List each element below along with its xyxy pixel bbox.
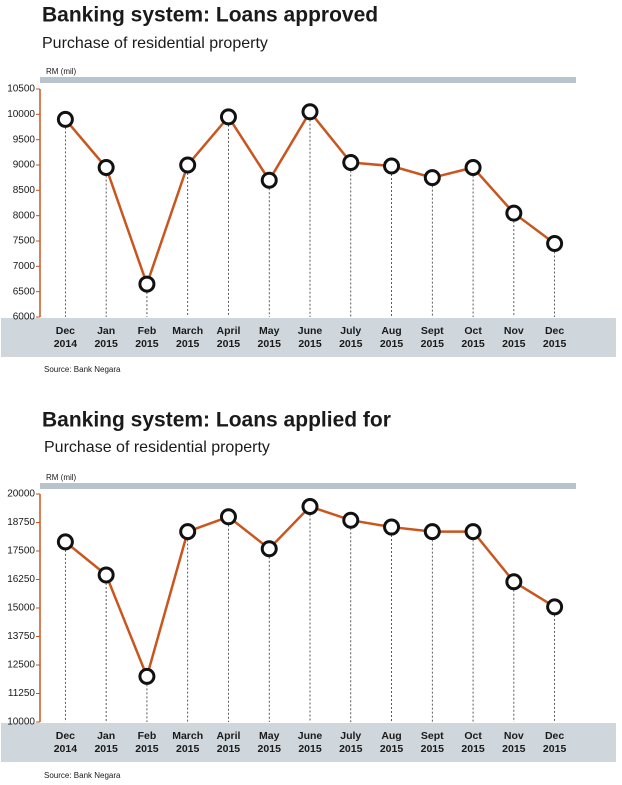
header-rule xyxy=(40,483,576,489)
x-tick-label: Jan 2015 xyxy=(94,325,118,350)
data-point xyxy=(260,171,278,189)
data-point xyxy=(97,566,115,584)
x-tick-label: Aug 2015 xyxy=(380,325,404,350)
data-point xyxy=(179,523,197,541)
x-tick-label: June 2015 xyxy=(298,730,323,755)
data-point xyxy=(342,511,360,529)
data-point xyxy=(342,153,360,171)
category-band xyxy=(1,723,616,762)
y-tick-label: 20000 xyxy=(7,489,35,500)
y-axis-label: RM (mil) xyxy=(46,473,77,482)
x-tick-label: Dec 2014 xyxy=(54,325,78,350)
x-tick-label: May 2015 xyxy=(258,730,282,755)
y-axis-label: RM (mil) xyxy=(46,67,77,76)
data-point xyxy=(546,598,564,616)
x-tick-label: Feb 2015 xyxy=(135,325,159,350)
x-tick-label: July 2015 xyxy=(339,325,363,350)
data-point xyxy=(423,169,441,187)
x-tick-label: Nov 2015 xyxy=(502,730,526,755)
data-point xyxy=(505,573,523,591)
y-tick-label: 10500 xyxy=(7,84,35,95)
source: Source: Bank Negara xyxy=(44,771,121,780)
data-point xyxy=(138,275,156,293)
data-point xyxy=(383,157,401,175)
data-point xyxy=(423,523,441,541)
x-tick-label: March 2015 xyxy=(172,730,203,755)
data-point xyxy=(301,103,319,121)
y-tick-label: 7000 xyxy=(13,261,36,272)
data-point xyxy=(97,159,115,177)
y-tick-label: 15000 xyxy=(7,603,35,614)
x-tick-label: Oct 2015 xyxy=(461,325,485,350)
x-tick-label: Feb 2015 xyxy=(135,730,159,755)
chart-title: Banking system: Loans applied for xyxy=(42,409,391,432)
header-rule xyxy=(40,77,576,83)
data-point xyxy=(219,508,237,526)
y-tick-label: 13750 xyxy=(7,631,35,642)
y-tick-label: 16250 xyxy=(7,574,35,585)
y-tick-label: 8500 xyxy=(13,185,36,196)
data-point xyxy=(301,498,319,516)
x-tick-label: Sept 2015 xyxy=(421,325,445,350)
chart-title: Banking system: Loans approved xyxy=(42,4,378,27)
x-tick-label: April 2015 xyxy=(217,325,241,350)
data-point xyxy=(464,523,482,541)
data-point xyxy=(179,156,197,174)
y-tick-label: 6000 xyxy=(13,312,36,323)
data-point xyxy=(546,235,564,253)
x-tick-label: April 2015 xyxy=(217,730,241,755)
x-tick-label: Aug 2015 xyxy=(380,730,404,755)
x-tick-label: Oct 2015 xyxy=(461,730,485,755)
x-tick-label: Sept 2015 xyxy=(421,730,445,755)
data-point xyxy=(383,518,401,536)
y-tick-label: 9000 xyxy=(13,160,36,171)
x-tick-label: July 2015 xyxy=(339,730,363,755)
y-tick-label: 11250 xyxy=(8,688,36,699)
y-tick-label: 17500 xyxy=(7,546,35,557)
category-band xyxy=(1,318,616,357)
x-tick-label: May 2015 xyxy=(258,325,282,350)
data-point xyxy=(138,667,156,685)
x-tick-label: June 2015 xyxy=(298,325,323,350)
y-tick-label: 6500 xyxy=(13,286,36,297)
x-tick-label: Dec 2015 xyxy=(543,730,567,755)
data-point xyxy=(56,110,74,128)
y-tick-label: 10000 xyxy=(7,717,35,728)
y-tick-label: 9500 xyxy=(13,134,36,145)
data-point xyxy=(260,540,278,558)
y-tick-label: 7500 xyxy=(13,236,36,247)
x-tick-label: March 2015 xyxy=(172,325,203,350)
data-point xyxy=(505,204,523,222)
y-tick-label: 12500 xyxy=(7,660,35,671)
data-point xyxy=(219,108,237,126)
x-tick-label: Dec 2014 xyxy=(54,730,78,755)
data-point xyxy=(56,533,74,551)
data-point xyxy=(464,159,482,177)
x-tick-label: Nov 2015 xyxy=(502,325,526,350)
chart-subtitle: Purchase of residential property xyxy=(44,439,270,456)
y-tick-label: 10000 xyxy=(7,109,35,120)
source: Source: Bank Negara xyxy=(44,365,121,374)
y-tick-label: 8000 xyxy=(13,210,36,221)
y-tick-label: 18750 xyxy=(7,517,35,528)
chart-subtitle: Purchase of residential property xyxy=(42,35,268,52)
x-tick-label: Dec 2015 xyxy=(543,325,567,350)
x-tick-label: Jan 2015 xyxy=(94,730,118,755)
